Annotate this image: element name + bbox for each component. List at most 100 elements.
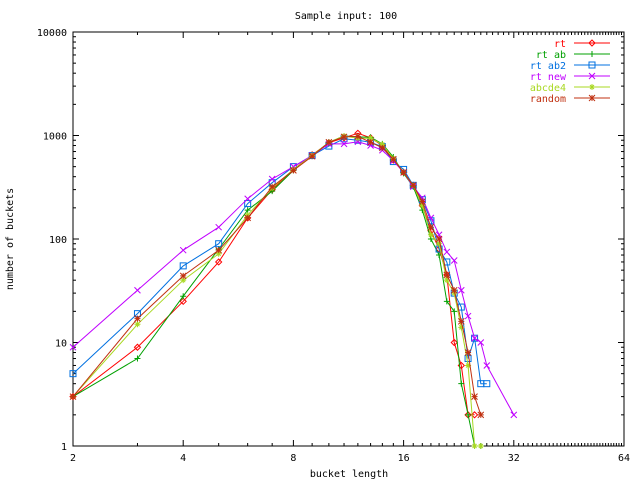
y-tick-label: 1 [61,442,67,453]
series-2 [69,135,491,388]
data-point [457,318,465,325]
data-point [134,286,141,294]
data-point [215,246,223,254]
data-point [400,169,407,176]
data-point [465,411,472,418]
y-tick-label: 10000 [37,28,67,39]
data-point [379,144,386,152]
data-point [477,443,484,449]
data-point [214,258,223,266]
series-3 [69,138,518,419]
data-point [435,235,443,243]
data-point [458,380,465,387]
chart-title: Sample input: 100 [295,11,397,22]
data-point [464,312,472,320]
series-1 [70,132,484,449]
data-point [134,321,141,328]
data-point [325,138,333,146]
series-5 [69,133,485,419]
data-point [477,339,485,346]
legend-label: rt ab [536,50,566,61]
data-point [179,262,187,270]
data-point [464,349,472,356]
data-point [443,248,451,256]
legend-marker [589,51,595,57]
legend-marker [588,39,596,47]
data-point [215,223,223,231]
series-0 [69,129,479,419]
legend-label: abcde4 [530,83,566,94]
data-point [244,200,252,208]
legend-marker [588,94,596,102]
data-point [443,271,451,279]
data-point [179,272,187,280]
data-point [134,355,141,362]
data-point [451,308,458,315]
data-point [471,443,478,449]
data-point [477,411,485,419]
y-tick-label: 100 [49,235,67,246]
y-tick-label: 1000 [43,132,67,143]
data-point [457,286,465,294]
x-tick-label: 2 [70,453,76,464]
data-point [409,181,417,189]
data-point [244,195,252,203]
data-point [450,286,458,294]
data-point [471,393,478,400]
data-point [471,334,479,342]
legend-label: rt [554,39,566,50]
data-point [340,133,348,141]
legend-marker [588,61,596,69]
x-tick-label: 8 [290,453,296,464]
data-point [436,240,443,247]
data-point [367,135,374,142]
data-point [69,393,77,400]
y-axis-label: number of buckets [5,188,16,290]
data-point [69,343,77,351]
x-tick-label: 16 [398,453,410,464]
data-point [483,380,491,388]
data-point [340,140,348,148]
x-tick-label: 32 [508,453,520,464]
data-point [419,202,426,209]
data-point [179,297,187,306]
data-point [69,370,77,378]
data-point [179,246,187,254]
x-axis-label: bucket length [310,469,388,480]
data-point [450,338,458,347]
data-point [458,324,465,331]
data-point [308,152,316,160]
legend-label: rt new [530,72,567,83]
legend-marker [588,72,596,80]
legend-label: random [530,94,566,105]
data-point [268,183,276,191]
x-tick-label: 4 [180,453,186,464]
data-point [389,155,397,163]
data-point [133,343,142,351]
x-tick-label: 64 [618,453,630,464]
data-point [180,277,187,284]
data-point [215,240,223,248]
data-point [180,293,187,300]
data-point [418,198,426,205]
data-point [450,257,458,264]
data-point [443,277,450,284]
legend-label: rt ab2 [530,61,566,72]
series-layer [69,129,518,449]
data-point [290,167,297,174]
data-point [268,175,276,183]
data-point [483,362,491,369]
data-point [465,362,472,369]
series-4 [70,132,484,449]
series-line [72,135,482,415]
axes: 2 4 8 16 32 64 1 10 100 1000 10000 [37,28,630,464]
data-point [215,250,222,257]
data-point [510,411,518,419]
data-point [367,138,374,146]
data-point [379,141,386,148]
series-line [72,141,515,416]
data-point [134,315,141,323]
data-point [354,133,362,140]
